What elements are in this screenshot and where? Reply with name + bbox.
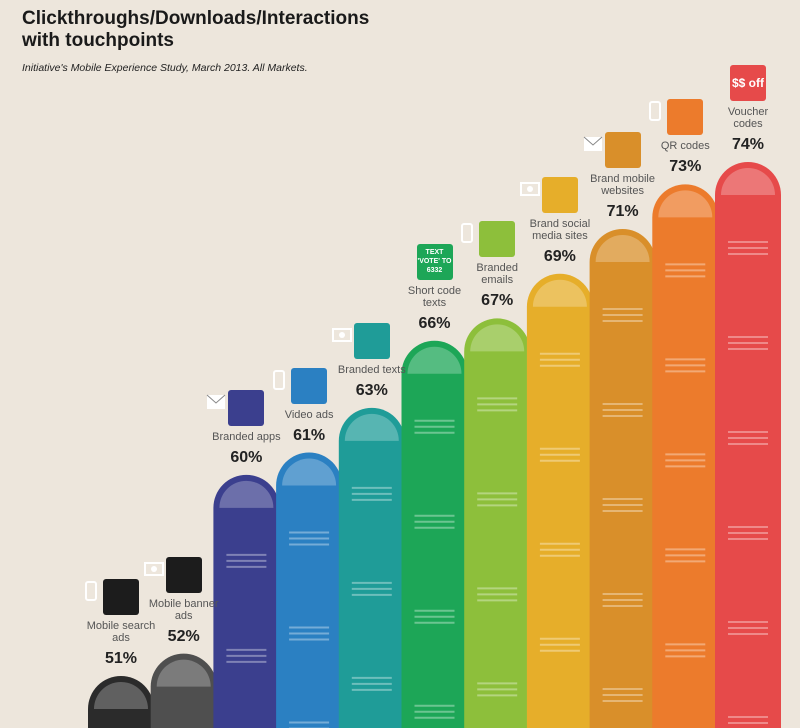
bar-label: Mobile banner ads 52% xyxy=(142,556,226,646)
bar-label: Branded apps 60% xyxy=(204,389,288,467)
icon xyxy=(461,221,516,258)
icon xyxy=(583,132,641,169)
bar-highlight xyxy=(219,480,274,508)
icon: TEXT 'VOTE' TO 6332 xyxy=(416,243,453,280)
bar xyxy=(464,318,531,728)
bar xyxy=(276,452,343,728)
bar xyxy=(715,162,781,728)
bar xyxy=(652,184,719,728)
value-label: 69% xyxy=(543,247,576,265)
value-label: 61% xyxy=(293,426,326,444)
value-label: 66% xyxy=(418,314,451,332)
icon xyxy=(273,367,328,404)
icon xyxy=(85,579,139,615)
bar xyxy=(338,407,405,728)
bar-group xyxy=(464,318,531,728)
bar-highlight xyxy=(407,346,462,374)
icon-glyph xyxy=(519,181,540,196)
bar-group xyxy=(652,184,719,728)
category-label: Video ads xyxy=(284,408,334,421)
chart-title: Clickthroughs/Downloads/Interactions wit… xyxy=(22,8,370,51)
icon xyxy=(207,389,265,426)
bar-highlight xyxy=(470,324,525,352)
value-label: 74% xyxy=(731,136,765,153)
icon-glyph xyxy=(85,581,97,601)
bar xyxy=(526,273,593,728)
bar xyxy=(401,340,468,728)
bar-highlight xyxy=(282,458,337,486)
bar-label: TEXT 'VOTE' TO 6332 Short code texts 66% xyxy=(393,243,477,333)
value-label: 73% xyxy=(669,158,702,176)
icon-text: $$ off xyxy=(731,75,764,90)
bar xyxy=(88,676,154,728)
bar-group xyxy=(88,676,154,728)
bar-highlight xyxy=(658,190,713,218)
chart-subtitle: Initiative's Mobile Experience Study, Ma… xyxy=(22,62,308,74)
category-label: QR codes xyxy=(660,140,710,153)
bar-group xyxy=(150,653,217,728)
bar-highlight xyxy=(721,168,775,195)
bar-label: Mobile search ads 51% xyxy=(79,579,163,668)
category-label: Branded emails xyxy=(476,262,518,287)
bar-label: Brand social media sites 69% xyxy=(518,176,602,266)
category-label: Short code texts xyxy=(407,284,462,309)
icon-glyph xyxy=(143,561,164,576)
icon-glyph xyxy=(273,369,286,390)
icon-glyph xyxy=(461,223,474,244)
bar xyxy=(589,229,656,728)
category-label: Voucher codes xyxy=(727,106,769,130)
category-label: Brand social media sites xyxy=(529,217,591,242)
category-label: Branded apps xyxy=(212,430,281,443)
bar-highlight xyxy=(156,659,211,687)
value-label: 67% xyxy=(481,292,514,310)
bar-group xyxy=(526,273,593,728)
category-label: Brand mobile websites xyxy=(590,173,655,198)
bar-group xyxy=(589,229,656,728)
icon-glyph xyxy=(207,394,226,409)
bar-label: Branded texts 63% xyxy=(330,322,414,400)
bar-label: Brand mobile websites 71% xyxy=(581,132,665,221)
bar xyxy=(213,474,280,728)
icon xyxy=(331,322,390,359)
value-label: 51% xyxy=(104,650,138,667)
bar-group xyxy=(276,452,343,728)
value-label: 71% xyxy=(606,203,639,221)
icon-glyph xyxy=(583,136,602,152)
icon xyxy=(143,556,202,593)
icon-glyph xyxy=(649,101,662,122)
category-label: Branded texts xyxy=(337,363,406,376)
bar-highlight xyxy=(595,235,650,263)
icon: $$ off xyxy=(730,65,766,101)
bar-label: Branded emails 67% xyxy=(455,221,539,310)
value-label: 52% xyxy=(167,627,200,645)
bar-highlight xyxy=(344,413,399,441)
value-label: 63% xyxy=(355,381,388,399)
bar-group xyxy=(213,474,280,728)
bar-label: QR codes 73% xyxy=(643,99,727,176)
bar-label: $$ off Voucher codes 74% xyxy=(706,65,790,154)
bar-label: Video ads 61% xyxy=(267,367,351,445)
category-label: Mobile banner ads xyxy=(148,597,219,622)
icon-text: TEXT 'VOTE' TO 6332 xyxy=(417,249,452,275)
bar-highlight xyxy=(532,279,587,307)
icon xyxy=(519,176,578,213)
bar xyxy=(150,653,217,728)
bar-group xyxy=(338,407,405,728)
value-label: 60% xyxy=(230,448,263,466)
bar-highlight xyxy=(94,682,148,709)
icon-glyph xyxy=(331,327,352,342)
category-label: Mobile search ads xyxy=(86,620,156,644)
bar-group xyxy=(401,340,468,728)
bar-group xyxy=(715,162,781,728)
icon xyxy=(649,99,704,136)
